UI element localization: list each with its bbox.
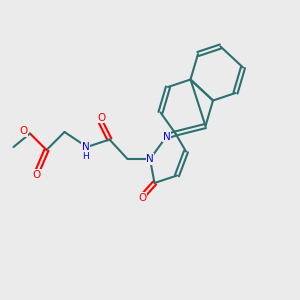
Text: O: O (19, 126, 28, 136)
Text: O: O (138, 193, 147, 203)
Text: N: N (163, 131, 170, 142)
Text: O: O (33, 170, 41, 180)
Text: N: N (82, 142, 89, 152)
Text: N: N (146, 154, 154, 164)
Text: H: H (82, 152, 89, 161)
Text: O: O (98, 113, 106, 123)
